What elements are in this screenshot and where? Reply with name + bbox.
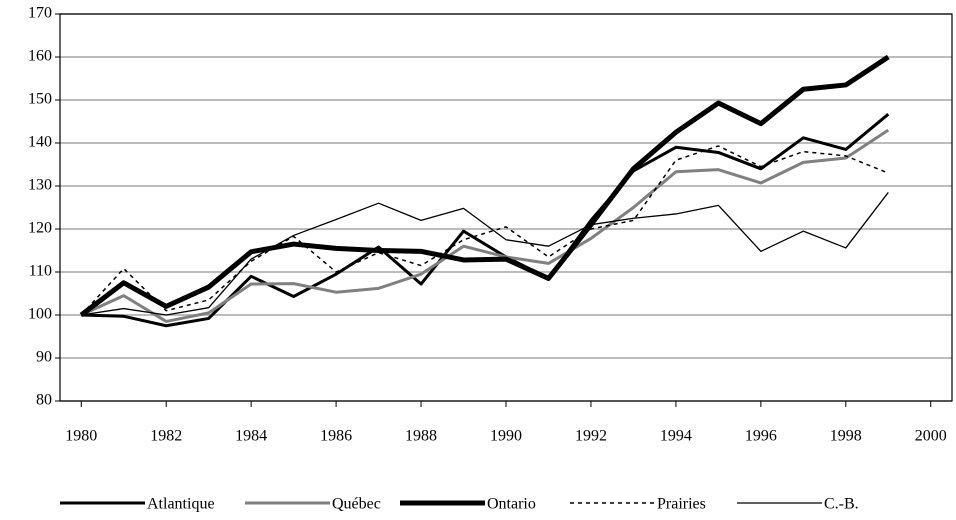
series-line: [80, 145, 889, 316]
legend-label: Ontario: [487, 496, 536, 513]
legend-label: Prairies: [657, 496, 706, 513]
plot-frame: [59, 13, 953, 402]
x-tick-label: 1990: [490, 428, 522, 445]
legend-label: C.-B.: [824, 496, 859, 513]
y-tick-label: 110: [29, 263, 52, 280]
series-line: [80, 128, 890, 323]
x-tick-label: 1992: [575, 428, 607, 445]
x-tick-label: 1980: [65, 428, 97, 445]
y-tick-label: 90: [36, 349, 52, 366]
x-tick-label: 1984: [235, 428, 267, 445]
x-tick-label: 1988: [405, 428, 437, 445]
series-line: [81, 113, 890, 328]
legend-label: Québec: [332, 496, 381, 513]
series-line: [79, 54, 890, 317]
y-tick-label: 130: [28, 177, 52, 194]
y-tick-label: 160: [28, 48, 52, 65]
y-tick-label: 120: [28, 220, 52, 237]
x-tick-label: 1996: [745, 428, 777, 445]
y-tick-label: 140: [28, 134, 52, 151]
x-tick-label: 1994: [660, 428, 692, 445]
y-tick-label: 150: [28, 91, 52, 108]
y-tick-label: 170: [28, 5, 52, 22]
x-tick-label: 2000: [915, 428, 947, 445]
x-tick-label: 1986: [320, 428, 352, 445]
y-tick-label: 80: [36, 392, 52, 409]
x-tick-label: 1998: [830, 428, 862, 445]
legend-label: Atlantique: [147, 496, 215, 513]
y-tick-label: 100: [28, 306, 52, 323]
x-tick-label: 1982: [150, 428, 182, 445]
series-line: [81, 192, 889, 316]
